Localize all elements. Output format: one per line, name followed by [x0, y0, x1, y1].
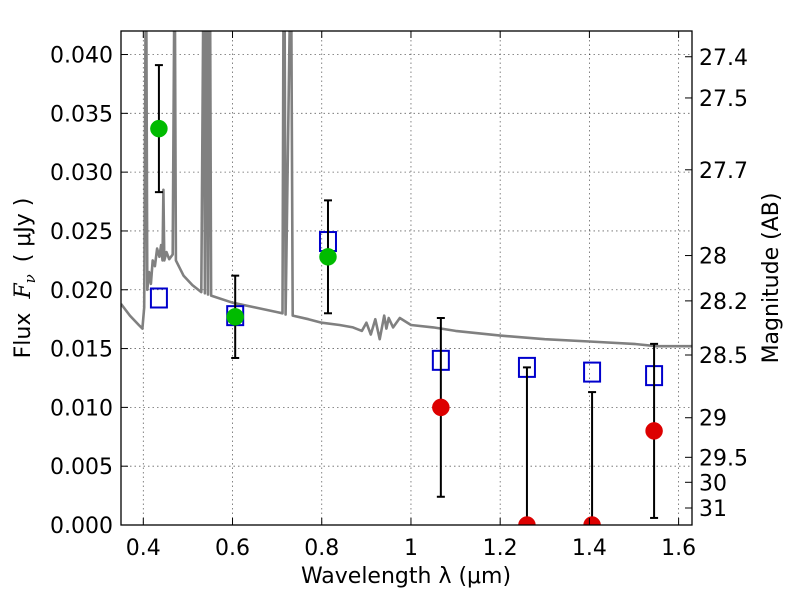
- flux-point: [518, 516, 536, 525]
- mag-tick-label: 27.5: [699, 87, 748, 112]
- axis-ticks: 0.4 0.6 0.8 1 1.2 1.4 1.6 0.000 0.005 0.010 0.015 0…: [50, 31, 748, 561]
- flux-point: [645, 422, 663, 440]
- x-tick-label: 0.6: [215, 536, 250, 561]
- model-square: [583, 361, 602, 383]
- mag-tick-label: 30: [699, 471, 727, 496]
- flux-point: [226, 308, 244, 326]
- mag-tick-label: 28: [699, 245, 727, 270]
- x-tick-label: 1: [404, 536, 418, 561]
- x-tick-label: 1.2: [483, 536, 518, 561]
- y-tick-label: 0.025: [50, 220, 113, 245]
- x-tick-label: 0.8: [304, 536, 339, 561]
- mag-tick-label: 29: [699, 407, 727, 432]
- data-points: [149, 64, 664, 525]
- model-square: [149, 287, 168, 309]
- plot-frame: [120, 30, 693, 526]
- mag-tick-label: 28.5: [699, 344, 748, 369]
- y-tick-label: 0.040: [50, 44, 113, 69]
- mag-tick-label: 27.7: [699, 159, 748, 184]
- x-tick-label: 0.4: [126, 536, 161, 561]
- mag-tick-label: 29.5: [699, 446, 748, 471]
- y-axis-label-left: FluxFν( μJy ): [11, 198, 39, 359]
- mag-tick-label: 27.4: [699, 46, 748, 71]
- y-tick-label: 0.020: [50, 279, 113, 304]
- y-tick-label: 0.035: [50, 102, 113, 127]
- flux-point: [432, 398, 450, 417]
- flux-point: [150, 119, 168, 138]
- x-tick-label: 1.4: [572, 536, 607, 561]
- mag-tick-label: 28.2: [699, 290, 748, 315]
- y-tick-label: 0.005: [50, 455, 113, 480]
- x-tick-label: 1.6: [661, 536, 696, 561]
- mag-tick-label: 31: [699, 497, 727, 522]
- x-axis-label: Wavelength λ (μm): [301, 564, 511, 589]
- y-axis-label-right: Magnitude (AB): [759, 193, 784, 364]
- y-tick-label: 0.015: [50, 338, 113, 363]
- y-tick-label: 0.010: [50, 396, 113, 421]
- model-spectrum: [121, 31, 692, 348]
- flux-point: [319, 248, 337, 266]
- y-tick-label: 0.000: [50, 514, 113, 539]
- y-tick-label: 0.030: [50, 161, 113, 186]
- spectrum-line: [121, 31, 692, 348]
- flux-point: [583, 516, 601, 525]
